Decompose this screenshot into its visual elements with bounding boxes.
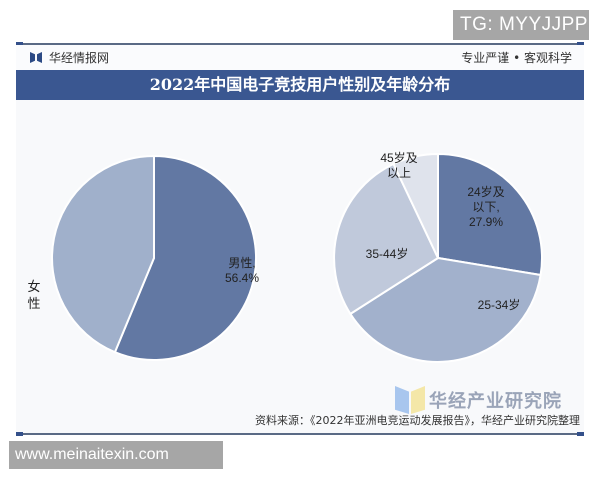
- label-age24-line1: 24岁及: [467, 185, 505, 199]
- top-divider: [16, 42, 584, 46]
- label-male-value: 56.4%: [224, 271, 260, 285]
- plot-area: 男性, 56.4% 女 性 24岁及 以下, 27.9% 25-34岁 35-4…: [16, 100, 584, 433]
- label-age-25-34: 25-34岁: [477, 298, 521, 312]
- brand-name: 华经情报网: [49, 51, 110, 65]
- brand: 华经情报网: [30, 49, 109, 66]
- slice-female: [51, 154, 155, 354]
- watermark-logo-icon: [395, 386, 425, 414]
- slice-male: [113, 154, 258, 361]
- label-age24-line2: 以下,: [472, 200, 500, 214]
- label-age45-line1: 45岁及: [380, 151, 418, 165]
- source-note: 资料来源：《2022年亚洲电竞运动发展报告》，华经产业研究院整理: [255, 414, 580, 427]
- label-age-24-below: 24岁及 以下, 27.9%: [456, 185, 516, 230]
- chart-title: 2022年中国电子竞技用户性别及年龄分布: [16, 70, 584, 100]
- pie-charts: [51, 152, 543, 363]
- slice-age-45-above: [392, 152, 439, 259]
- slogan: 专业严谨 • 客观科学: [461, 51, 572, 65]
- tg-overlay-label: TG: MYYJJPP: [453, 10, 589, 40]
- watermark: 华经产业研究院: [395, 386, 562, 414]
- label-male-name: 男性,: [228, 256, 256, 270]
- label-age-45-above: 45岁及 以上: [374, 151, 424, 181]
- age-pie: [333, 152, 543, 363]
- watermark-text: 华经产业研究院: [429, 391, 562, 412]
- slice-age-35-44: [333, 162, 440, 316]
- label-female-char2: 性: [27, 296, 41, 311]
- label-female-char1: 女: [27, 279, 41, 294]
- header-row: 华经情报网 专业严谨 • 客观科学: [16, 45, 584, 70]
- label-age45-line2: 以上: [386, 166, 411, 180]
- bottom-divider: [16, 432, 584, 435]
- gender-pie: [51, 154, 258, 361]
- label-age-35-44: 35-44岁: [365, 247, 409, 261]
- site-overlay-label: www.meinaitexin.com: [9, 441, 223, 469]
- slice-age-24-below: [437, 152, 543, 277]
- label-age24-value: 27.9%: [468, 215, 504, 229]
- label-male: 男性, 56.4%: [212, 256, 272, 286]
- book-logo-icon: [30, 52, 42, 63]
- label-female: 女 性: [24, 278, 44, 312]
